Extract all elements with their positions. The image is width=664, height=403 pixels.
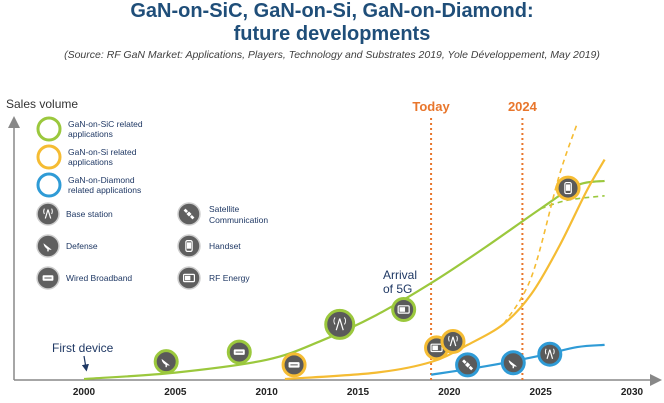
axes: Sales volume [6,97,662,386]
x-tick-2010: 2010 [256,387,279,398]
milestone-satellite-icon-7 [455,352,481,378]
x-tick-2030: 2030 [621,387,644,398]
legend-label-2-line-2: related applications [68,185,141,195]
x-tick-2005: 2005 [164,387,187,398]
milestone-cable-icon-1 [226,339,252,365]
legend-ring-2 [36,172,62,198]
app-label-0: Base station [66,209,113,219]
app-key-satellite-icon [177,202,201,226]
x-tick-2020: 2020 [438,387,461,398]
app-key-antenna-icon [36,202,60,226]
app-key-handset-icon [177,234,201,258]
series-lines [83,123,606,381]
annotation-arrival-5g: Arrival of 5G [383,268,420,296]
app-key-radar-dish-icon [36,234,60,258]
milestone-radar-dish-icon-0 [153,349,179,375]
milestone-antenna-icon-6 [440,328,466,354]
legend-label-2-line-1: GaN-on-Diamond [68,175,135,185]
y-axis-label: Sales volume [6,97,78,111]
app-label-1-line-1: Satellite [209,204,240,214]
annotation-arrival-5g-line-2: of 5G [383,282,412,296]
legend: GaN-on-SiC relatedapplicationsGaN-on-Si … [36,116,143,198]
milestone-microwave-icon-4 [391,296,417,322]
first-device-arrow [81,355,89,372]
app-key-microwave-icon [177,266,201,290]
annotations: First device Arrival of 5G [52,268,420,372]
title-line-2: future developments [233,23,431,45]
annotation-first-device: First device [52,341,114,355]
milestone-handset-icon-10 [555,175,581,201]
marker-label-today: Today [412,99,450,114]
series-line-3 [503,123,578,325]
legend-ring-0 [36,116,62,142]
series-line-2 [284,159,606,381]
annotation-arrival-5g-line-1: Arrival [383,268,417,282]
title-line-1: GaN-on-SiC, GaN-on-Si, GaN-on-Diamond: [130,0,534,22]
marker-label-2024: 2024 [508,99,538,114]
vertical-markers: Today 2024 [412,99,538,380]
chart-subtitle: (Source: RF GaN Market: Applications, Pl… [64,49,600,61]
legend-label-1-line-1: GaN-on-Si related [68,147,137,157]
x-tick-labels: 2000 2005 2010 2015 2020 2025 2030 [73,387,644,398]
legend-label-0-line-1: GaN-on-SiC related [68,119,143,129]
x-tick-2000: 2000 [73,387,96,398]
app-label-3: Handset [209,241,241,251]
milestone-radar-dish-icon-8 [500,350,526,376]
legend-label-0-line-2: applications [68,129,113,139]
x-tick-2025: 2025 [530,387,553,398]
app-label-4: Wired Broadband [66,273,132,283]
app-key-cable-icon [36,266,60,290]
app-label-1-line-2: Communication [209,215,268,225]
chart-title: GaN-on-SiC, GaN-on-Si, GaN-on-Diamond: f… [0,0,664,46]
series-line-0 [83,179,605,381]
app-label-5: RF Energy [209,273,250,283]
app-label-2: Defense [66,241,98,251]
milestone-icons [153,175,581,378]
legend-label-1-line-2: applications [68,157,113,167]
milestone-antenna-icon-9 [537,341,563,367]
milestone-antenna-icon-3 [324,308,356,340]
legend-ring-1 [36,144,62,170]
milestone-cable-icon-2 [281,352,307,378]
x-tick-2015: 2015 [347,387,370,398]
